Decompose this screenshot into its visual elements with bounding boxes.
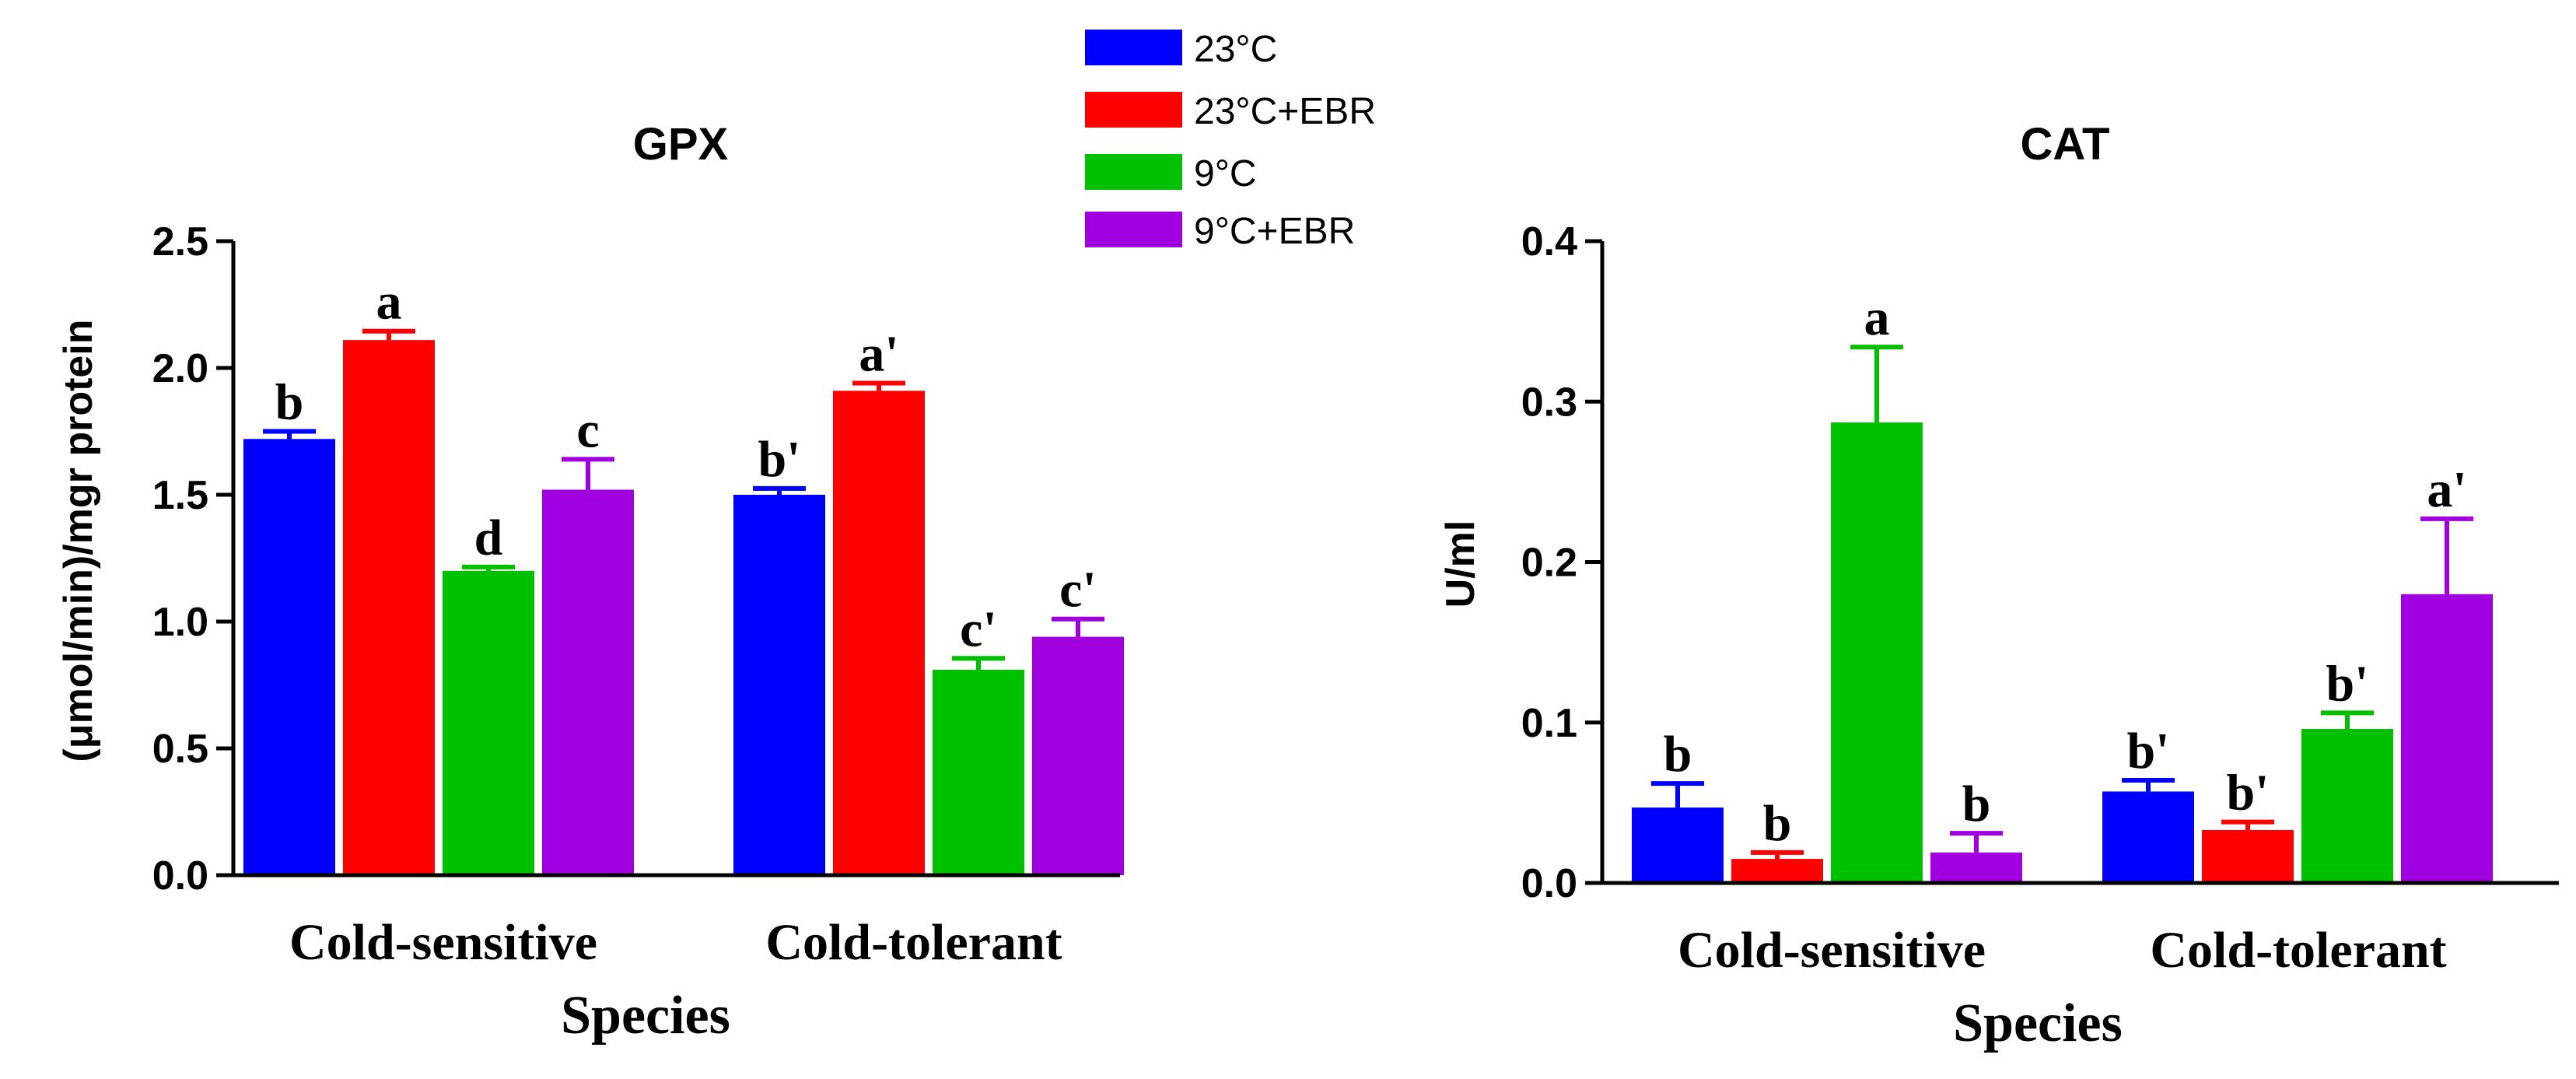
- gpx-bar: [542, 489, 634, 875]
- cat-bar: [1731, 859, 1823, 883]
- gpx-bars: b a d c b' a' c' c': [243, 274, 1124, 876]
- gpx-bar: [833, 391, 925, 876]
- gpx-bar: [733, 495, 825, 875]
- cat-y-ticks: 0.0 0.1 0.2 0.3 0.4: [1521, 219, 1602, 906]
- cat-significance-label: b: [1763, 795, 1792, 852]
- cat-chart: CAT U/ml Species Cold-sensitive Cold-tol…: [1438, 119, 2559, 1053]
- gpx-significance-label: a: [376, 274, 402, 331]
- gpx-bar: [443, 570, 534, 875]
- cat-y-tick-label: 0.3: [1521, 380, 1577, 425]
- gpx-chart: GPX (μmol/min)/mgr protein Species Cold-…: [56, 119, 1124, 1046]
- gpx-x-axis-label: Species: [561, 986, 730, 1046]
- cat-bars: b b a b b' b' b' a': [1632, 289, 2493, 883]
- legend-label-23c-ebr: 23°C+EBR: [1194, 91, 1376, 132]
- gpx-y-ticks: 0.0 0.5 1.0 1.5 2.0 2.5: [152, 219, 233, 899]
- legend-label-9c-ebr: 9°C+EBR: [1194, 211, 1355, 252]
- cat-y-tick-label: 0.4: [1521, 219, 1577, 264]
- cat-bar: [2202, 829, 2294, 883]
- legend-label-9c: 9°C: [1194, 153, 1257, 194]
- legend: 23°C 23°C+EBR 9°C 9°C+EBR: [1085, 29, 1376, 252]
- gpx-bar: [933, 669, 1024, 875]
- cat-y-axis-label: U/ml: [1438, 520, 1483, 608]
- gpx-y-tick-label: 2.0: [152, 346, 208, 391]
- cat-bar: [2301, 729, 2393, 883]
- cat-y-tick-label: 0.1: [1521, 701, 1577, 746]
- cat-significance-label: b': [2226, 765, 2269, 822]
- legend-swatch-23c-ebr: [1085, 92, 1182, 128]
- gpx-significance-label: c': [1059, 562, 1097, 618]
- gpx-bar: [343, 340, 435, 875]
- gpx-significance-label: d: [474, 510, 503, 566]
- gpx-y-tick-label: 0.0: [152, 853, 208, 899]
- cat-bar: [2401, 594, 2493, 883]
- gpx-bar: [1032, 636, 1124, 875]
- cat-significance-label: b: [1962, 776, 1991, 832]
- gpx-category-label-cold-tolerant: Cold-tolerant: [765, 914, 1062, 971]
- gpx-significance-label: c: [576, 401, 599, 458]
- legend-swatch-23c: [1085, 30, 1182, 65]
- legend-label-23c: 23°C: [1194, 29, 1277, 70]
- gpx-significance-label: b': [758, 431, 800, 488]
- gpx-category-label-cold-sensitive: Cold-sensitive: [289, 914, 597, 971]
- legend-swatch-9c: [1085, 154, 1182, 190]
- cat-significance-label: a: [1864, 289, 1890, 346]
- cat-y-tick-label: 0.2: [1521, 541, 1577, 586]
- gpx-title: GPX: [633, 119, 729, 170]
- cat-bar: [2102, 791, 2194, 883]
- legend-swatch-9c-ebr: [1085, 212, 1182, 247]
- gpx-y-tick-label: 0.5: [152, 727, 208, 772]
- gpx-significance-label: b: [275, 374, 304, 431]
- cat-significance-label: a': [2427, 461, 2466, 518]
- gpx-y-tick-label: 2.5: [152, 219, 208, 264]
- cat-bar: [1831, 422, 1923, 883]
- cat-significance-label: b': [2126, 723, 2169, 779]
- gpx-y-tick-label: 1.0: [152, 600, 208, 645]
- cat-significance-label: b: [1664, 726, 1692, 783]
- gpx-bar: [243, 439, 335, 875]
- cat-title: CAT: [2021, 119, 2110, 170]
- cat-significance-label: b': [2326, 655, 2368, 712]
- cat-bar: [1632, 807, 1724, 883]
- cat-category-label-cold-sensitive: Cold-sensitive: [1678, 922, 1986, 979]
- cat-bar: [1930, 852, 2022, 883]
- gpx-significance-label: a': [859, 326, 898, 383]
- gpx-y-axis-label: (μmol/min)/mgr protein: [56, 319, 101, 762]
- gpx-y-tick-label: 1.5: [152, 473, 208, 518]
- cat-y-tick-label: 0.0: [1521, 861, 1577, 906]
- cat-category-label-cold-tolerant: Cold-tolerant: [2150, 922, 2446, 979]
- gpx-significance-label: c': [960, 601, 997, 657]
- cat-x-axis-label: Species: [1953, 993, 2123, 1053]
